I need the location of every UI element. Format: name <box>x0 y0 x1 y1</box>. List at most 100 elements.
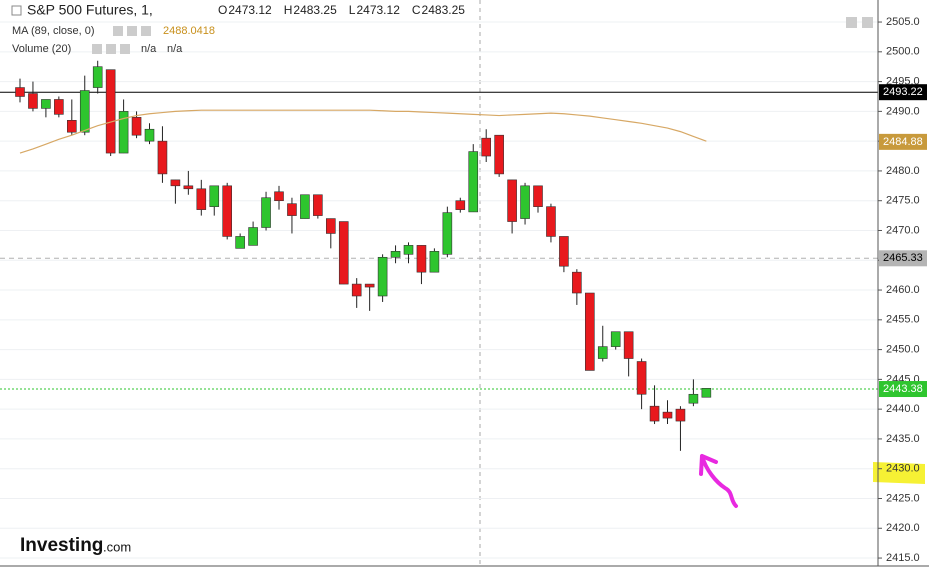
ohlc-label: O <box>218 3 227 17</box>
settings-icon[interactable] <box>127 26 137 36</box>
y-tick-label: 2460.0 <box>886 284 920 296</box>
close-icon[interactable] <box>120 44 130 54</box>
price-label-box <box>879 133 927 150</box>
candle-body <box>416 245 427 273</box>
candle-body <box>688 393 699 404</box>
candle-body <box>533 185 543 207</box>
y-tick-label: 2435.0 <box>886 433 920 445</box>
candle-body <box>675 408 686 422</box>
y-tick-label: 2470.0 <box>886 224 920 236</box>
candle-body <box>662 411 673 419</box>
candle-body <box>209 185 220 207</box>
candle-body <box>597 346 608 359</box>
candle-body <box>313 194 323 216</box>
candle-body <box>520 185 530 219</box>
y-tick-label: 2420.0 <box>886 522 920 534</box>
candle-body <box>429 251 440 273</box>
settings-icon[interactable] <box>92 44 102 54</box>
y-tick-label: 2480.0 <box>886 165 920 177</box>
volume-value: n/a <box>167 43 183 55</box>
price-lines <box>0 91 878 390</box>
candle-body <box>572 271 582 294</box>
candle-body <box>183 185 194 190</box>
ohlc-value: 2473.12 <box>356 3 400 17</box>
candle-body <box>54 99 64 115</box>
candle-body <box>222 185 232 237</box>
candle-body <box>144 128 155 142</box>
ohlc-value: 2483.25 <box>293 3 337 17</box>
candle-body <box>118 111 129 154</box>
collapse-icon[interactable] <box>11 5 22 16</box>
logo-name: Investing <box>20 535 103 556</box>
candle-body <box>455 200 466 210</box>
candle-body <box>442 212 453 255</box>
price-label-box <box>879 84 927 101</box>
candle-body <box>248 227 258 246</box>
candle-body <box>468 151 479 213</box>
candle-body <box>390 251 401 258</box>
candle-body <box>546 206 556 237</box>
candle-body <box>364 283 375 288</box>
highlight <box>873 462 925 484</box>
price-label: 2443.38 <box>883 383 923 395</box>
legend-title: S&P 500 Futures, 1, <box>27 2 153 18</box>
candle-body <box>636 361 647 395</box>
candle-body <box>131 117 142 136</box>
candle-body <box>105 69 116 154</box>
ohlc-label: H <box>284 3 293 17</box>
candle-body <box>325 218 336 234</box>
settings-icon[interactable] <box>113 26 123 36</box>
ohlc-label: C <box>412 3 421 17</box>
candle-body <box>584 292 595 371</box>
candle-body <box>494 134 504 175</box>
ohlc-value: 2473.12 <box>228 3 272 17</box>
candle-body <box>403 245 414 255</box>
candle-body <box>15 87 25 97</box>
volume-label: Volume (20) <box>12 43 71 55</box>
candle-body <box>481 137 492 157</box>
price-label: 2465.33 <box>883 252 923 264</box>
ma-line <box>19 109 707 154</box>
candle-body <box>41 99 51 109</box>
price-label-box <box>879 381 927 398</box>
candle-body <box>610 331 621 347</box>
ma-label: MA (89, close, 0) <box>12 25 95 37</box>
y-tick-label: 2430.0 <box>886 463 920 475</box>
price-axis: 2415.02420.02425.02430.02435.02440.02445… <box>878 16 927 564</box>
candle-body <box>287 203 297 216</box>
settings-icon[interactable] <box>862 17 873 28</box>
y-tick-label: 2415.0 <box>886 552 920 564</box>
settings-icon[interactable] <box>106 44 116 54</box>
candle-body <box>649 405 660 422</box>
y-tick-label: 2505.0 <box>886 16 920 28</box>
candle-body <box>351 283 362 297</box>
candle-body <box>507 179 517 222</box>
y-tick-label: 2440.0 <box>886 403 920 415</box>
candle-body <box>261 197 271 228</box>
candle-body <box>701 388 712 398</box>
info-icon[interactable] <box>846 17 857 28</box>
candle-body <box>92 66 103 88</box>
candle-body <box>623 331 634 359</box>
price-label: 2484.88 <box>883 136 923 148</box>
candle-body <box>170 179 181 187</box>
candle-body <box>300 194 310 219</box>
ma-value: 2488.0418 <box>163 25 215 37</box>
candle-body <box>274 191 284 202</box>
candle-body <box>67 120 77 133</box>
candle-body <box>235 236 245 249</box>
grid <box>0 21 878 559</box>
ohlc-value: 2483.25 <box>422 3 466 17</box>
price-label-box <box>879 250 927 267</box>
candle-body <box>157 140 168 175</box>
close-icon[interactable] <box>141 26 151 36</box>
y-tick-label: 2500.0 <box>886 46 920 58</box>
candle-body <box>79 90 90 133</box>
ohlc-legend: O 2473.12 H 2483.25 L 2473.12 C 2483.25 <box>218 3 465 17</box>
candle-body <box>559 236 569 267</box>
candle-body <box>196 188 207 210</box>
candle-body <box>28 93 38 109</box>
